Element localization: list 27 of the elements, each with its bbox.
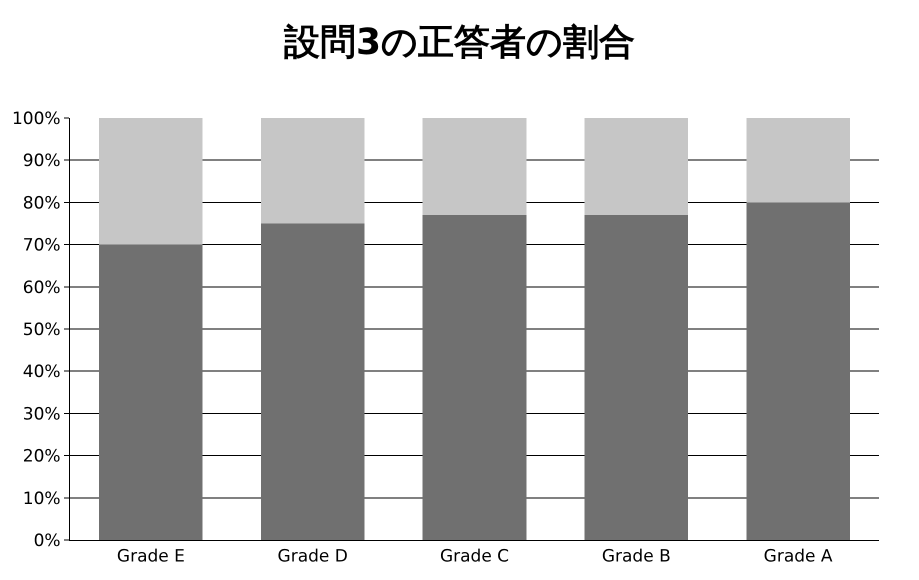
x-tick-label: Grade D — [278, 546, 348, 566]
chart-title: 設問3の正答者の割合 — [282, 22, 636, 64]
x-tick-label: Grade B — [602, 546, 671, 566]
bar — [746, 202, 850, 540]
y-tick-label: 60% — [22, 278, 61, 298]
x-tick-label: Grade E — [116, 546, 185, 566]
y-tick-label: 70% — [22, 236, 61, 256]
bar — [260, 224, 364, 540]
y-tick-label: 100% — [12, 108, 61, 129]
y-tick-label: 40% — [22, 362, 61, 382]
y-tick-label: 0% — [34, 530, 61, 551]
x-tick-label: Grade C — [440, 546, 510, 566]
bar — [422, 118, 526, 216]
bar — [260, 118, 364, 224]
y-tick-label: 90% — [22, 151, 61, 172]
bar — [584, 215, 688, 540]
bar — [99, 244, 203, 540]
bar — [422, 215, 526, 540]
y-tick-label: 10% — [22, 488, 61, 509]
bar — [746, 118, 850, 202]
bar — [584, 118, 688, 216]
x-tick-label: Grade A — [764, 546, 833, 566]
y-tick-label: 80% — [22, 193, 61, 214]
bar — [99, 118, 203, 245]
y-tick-label: 50% — [22, 320, 61, 340]
y-tick-label: 20% — [22, 446, 61, 467]
y-tick-label: 30% — [22, 404, 61, 424]
